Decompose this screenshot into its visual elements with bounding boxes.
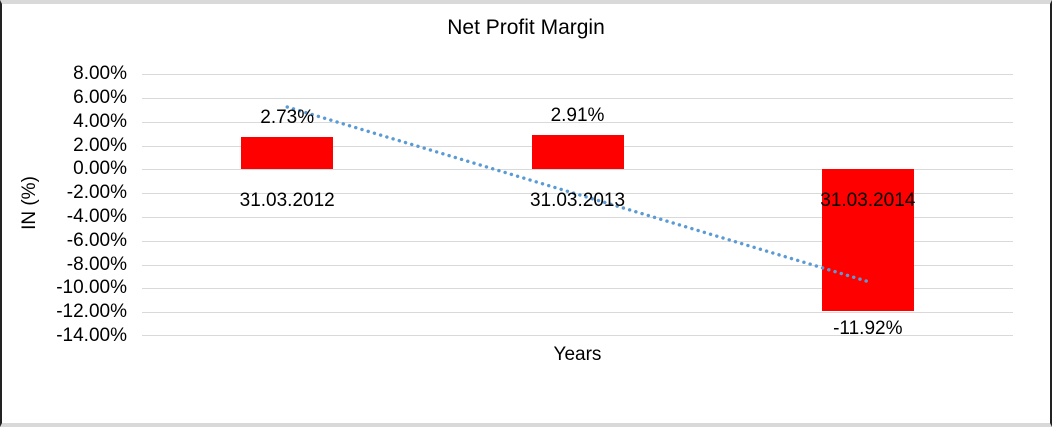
bar (531, 134, 624, 170)
category-label: 31.03.2014 (820, 190, 916, 212)
bar-value-label: -11.92% (833, 318, 903, 340)
y-tick-label: -12.00% (56, 301, 127, 323)
gridline (142, 335, 1013, 336)
y-tick-label: 2.00% (73, 134, 127, 156)
y-tick-label: -14.00% (56, 325, 127, 346)
chart-title: Net Profit Margin (447, 16, 605, 39)
bar (241, 136, 334, 170)
y-tick-label: -2.00% (66, 182, 127, 204)
y-tick-label: -8.00% (66, 253, 127, 275)
bar-value-label: 2.91% (550, 104, 605, 126)
plot-area: 2.73% 31.03.2012 2.91% 31.03.2013 -11.92% 31.… (142, 74, 1013, 339)
y-tick-label: -10.00% (56, 277, 127, 299)
category-label: 31.03.2012 (239, 190, 335, 212)
y-tick-label: -4.00% (66, 205, 127, 227)
gridline (142, 74, 1013, 75)
y-tick-label: 6.00% (73, 86, 127, 108)
y-tick-label: 4.00% (73, 110, 127, 132)
category-label: 31.03.2013 (529, 190, 626, 212)
x-axis-title: Years (553, 344, 602, 365)
y-tick-label: -6.00% (66, 229, 127, 251)
gridline (142, 97, 1013, 99)
y-tick-label: 8.00% (73, 63, 127, 84)
gridline (142, 288, 1013, 290)
bar-value-label: 2.73% (260, 106, 315, 128)
y-tick-label: 0.00% (73, 158, 127, 180)
gridline (142, 312, 1013, 314)
